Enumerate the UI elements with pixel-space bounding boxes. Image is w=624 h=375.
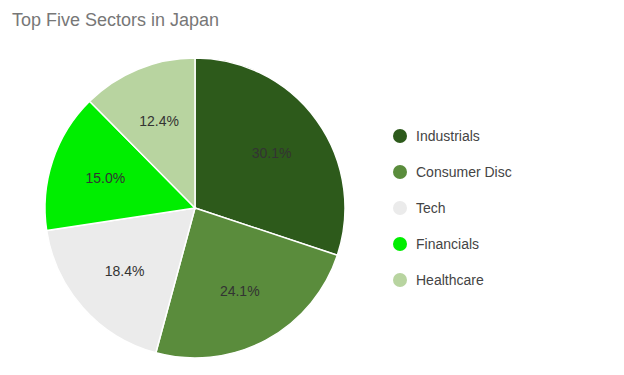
data-label: 15.0% bbox=[85, 170, 125, 186]
legend-item: Financials bbox=[393, 236, 479, 252]
pie bbox=[45, 58, 345, 358]
legend: Industrials Consumer Disc Tech Financials He… bbox=[393, 128, 512, 288]
slice bbox=[47, 208, 195, 353]
data-label: 30.1% bbox=[252, 145, 292, 161]
legend-label: Industrials bbox=[416, 128, 480, 144]
data-label: 18.4% bbox=[105, 263, 145, 279]
data-label: 24.1% bbox=[220, 283, 260, 299]
legend-swatch bbox=[393, 165, 407, 179]
legend-label: Tech bbox=[416, 200, 446, 216]
legend-label: Financials bbox=[416, 236, 479, 252]
legend-label: Consumer Disc bbox=[416, 164, 512, 180]
chart: Top Five Sectors in Japan 30.1% 24.1% 18.4%… bbox=[0, 0, 624, 375]
legend-swatch bbox=[393, 201, 407, 215]
title: Top Five Sectors in Japan bbox=[12, 10, 219, 30]
data-labels: 30.1% 24.1% 18.4% 15.0% 12.4% bbox=[85, 113, 291, 300]
legend-swatch bbox=[393, 273, 407, 287]
legend-item: Consumer Disc bbox=[393, 164, 512, 180]
legend-swatch bbox=[393, 129, 407, 143]
legend-item: Healthcare bbox=[393, 272, 484, 288]
legend-item: Tech bbox=[393, 200, 446, 216]
legend-swatch bbox=[393, 237, 407, 251]
legend-label: Healthcare bbox=[416, 272, 484, 288]
legend-item: Industrials bbox=[393, 128, 480, 144]
data-label: 12.4% bbox=[139, 113, 179, 129]
